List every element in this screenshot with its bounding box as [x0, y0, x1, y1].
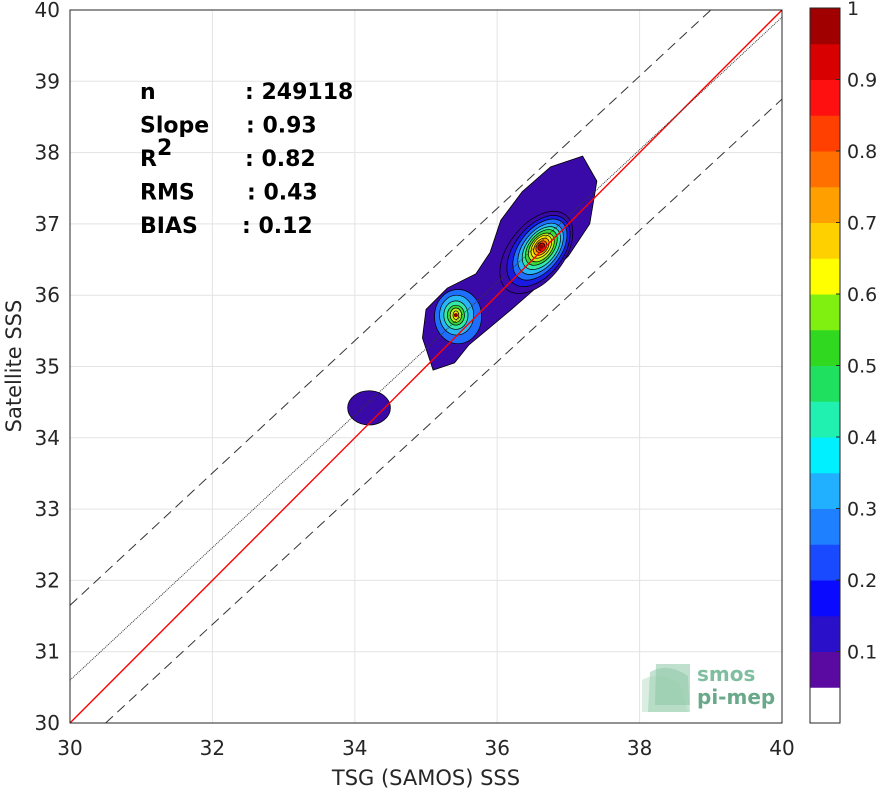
line-lower-bound [105, 98, 782, 723]
stat-value: : 249118 [245, 80, 353, 105]
y-axis-label: Satellite SSS [2, 300, 26, 433]
colorbar-segment [810, 258, 840, 295]
stat-value: : 0.82 [245, 147, 316, 172]
y-tick-label: 40 [35, 0, 60, 22]
stat-value: : 0.43 [247, 181, 318, 206]
colorbar-tick-label: 0.9 [847, 70, 877, 92]
colorbar-segment [810, 580, 840, 617]
colorbar-segment [810, 222, 840, 259]
y-tick-label: 33 [35, 497, 60, 521]
colorbar-segment [810, 508, 840, 545]
colorbar-tick-label: 0.7 [847, 213, 877, 235]
colorbar-segment [810, 79, 840, 116]
y-tick-label: 31 [35, 640, 60, 664]
colorbar-segment [810, 365, 840, 402]
colorbar-segment [810, 401, 840, 438]
x-tick-label: 40 [769, 736, 794, 760]
reference-lines [70, 10, 782, 723]
logo-text-pi-mep: pi-mep [697, 685, 775, 709]
colorbar-tick-label: 0.3 [847, 499, 877, 521]
colorbar-segment [810, 651, 840, 688]
colorbar-tick-label: 0.5 [847, 356, 877, 378]
stat-label: R [140, 147, 157, 172]
colorbar [809, 7, 841, 724]
colorbar-segment [810, 687, 840, 724]
colorbar-segment [810, 294, 840, 331]
y-tick-label: 30 [35, 711, 60, 735]
colorbar-segment [810, 544, 840, 581]
y-tick-label: 35 [35, 355, 60, 379]
logo-text-smos: smos [697, 662, 755, 686]
colorbar-segment [810, 115, 840, 152]
colorbar-tick-label: 0.8 [847, 141, 877, 163]
colorbar-segment [810, 472, 840, 509]
x-axis-label: TSG (SAMOS) SSS [331, 766, 520, 790]
x-tick-labels: 30 32 34 36 38 40 [57, 736, 794, 760]
stat-label: Slope [140, 114, 209, 139]
y-tick-label: 38 [35, 141, 60, 165]
x-tick-label: 38 [627, 736, 652, 760]
x-tick-label: 32 [200, 736, 225, 760]
colorbar-segment [810, 8, 840, 45]
x-tick-label: 34 [342, 736, 367, 760]
y-tick-label: 37 [35, 212, 60, 236]
x-tick-label: 36 [484, 736, 509, 760]
colorbar-segment [810, 329, 840, 366]
y-tick-label: 34 [35, 426, 60, 450]
grid [69, 9, 783, 724]
stats-annotation: n : 249118 Slope : 0.93 R 2 : 0.82 RMS : 0.43 BIA… [140, 80, 353, 239]
colorbar-segment [810, 43, 840, 80]
colorbar-segment [810, 615, 840, 652]
colorbar-tick-label: 0.2 [847, 570, 877, 592]
logo-waves-icon [642, 664, 690, 712]
colorbar-tick-label: 0.4 [847, 427, 877, 449]
line-upper-bound [70, 10, 712, 606]
y-tick-labels: 30 31 32 33 34 35 36 37 38 39 40 [35, 0, 60, 735]
stat-label: RMS [140, 181, 195, 206]
y-tick-label: 39 [35, 69, 60, 93]
stat-value: : 0.93 [246, 114, 317, 139]
line-regression [70, 16, 782, 681]
colorbar-tick-label: 0.1 [847, 642, 877, 664]
density-peak-0 [539, 244, 544, 249]
colorbar-tick-label: 0.6 [847, 284, 877, 306]
density-small-cluster [347, 390, 391, 426]
line-identity [70, 10, 782, 723]
x-tick-label: 30 [57, 736, 82, 760]
colorbar-segment [810, 437, 840, 474]
smos-pi-mep-logo: smos pi-mep [642, 662, 775, 712]
y-tick-label: 32 [35, 568, 60, 592]
y-tick-label: 36 [35, 283, 60, 307]
stat-label: n [140, 80, 156, 105]
colorbar-tick-label: 1 [847, 0, 859, 20]
colorbar-segment [810, 151, 840, 188]
stat-value: : 0.12 [242, 214, 313, 239]
density-contours [347, 155, 598, 426]
plot-border [69, 9, 783, 724]
stat-superscript: 2 [157, 136, 172, 161]
colorbar-segment [810, 186, 840, 223]
stat-label: BIAS [140, 214, 198, 239]
colorbar-tick-labels: 0.1 0.2 0.3 0.4 0.5 0.6 0.7 0.8 0.9 1 [836, 0, 877, 664]
density-peak-1 [453, 313, 458, 318]
